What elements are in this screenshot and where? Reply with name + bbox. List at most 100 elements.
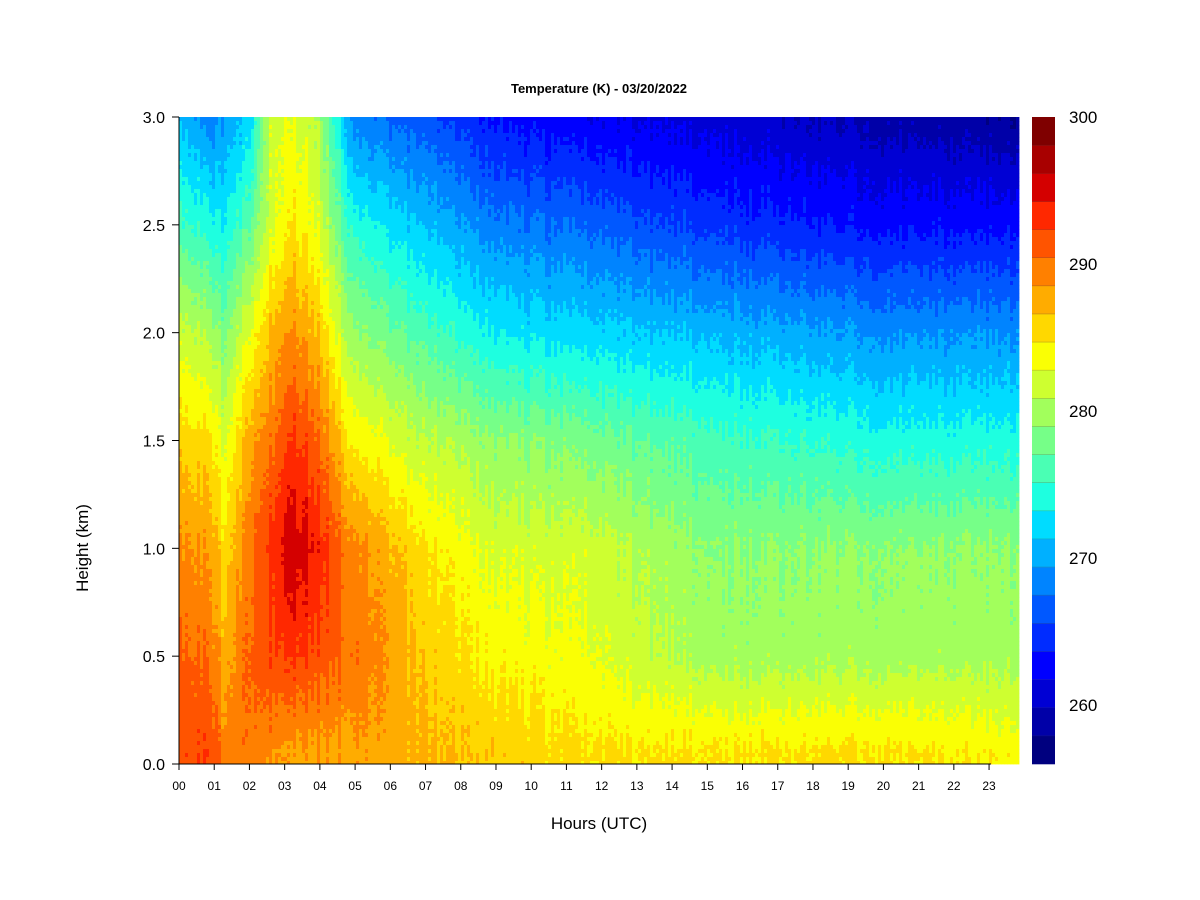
heatmap-cell xyxy=(215,757,218,761)
heatmap-cell xyxy=(188,737,191,741)
heatmap-cell xyxy=(236,117,239,121)
heatmap-cell xyxy=(191,121,194,125)
heatmap-cell xyxy=(206,741,209,745)
heatmap-cell xyxy=(233,441,236,445)
heatmap-cell xyxy=(218,505,221,509)
heatmap-cell xyxy=(215,413,218,417)
heatmap-cell xyxy=(224,629,227,633)
heatmap-cell xyxy=(239,581,242,585)
heatmap-cell xyxy=(209,521,212,525)
heatmap-cell xyxy=(209,193,212,197)
heatmap-cell xyxy=(209,181,212,185)
heatmap-cell xyxy=(215,617,218,621)
heatmap-cell xyxy=(185,601,188,605)
heatmap-cell xyxy=(236,733,239,737)
heatmap-cell xyxy=(194,397,197,401)
heatmap-cell xyxy=(203,713,206,717)
heatmap-cell xyxy=(218,321,221,325)
heatmap-cell xyxy=(185,609,188,613)
heatmap-cell xyxy=(185,249,188,253)
heatmap-cell xyxy=(227,153,230,157)
heatmap-cell xyxy=(182,709,185,713)
heatmap-cell xyxy=(221,373,224,377)
heatmap-cell xyxy=(215,137,218,141)
heatmap-cell xyxy=(194,213,197,217)
heatmap-cell xyxy=(242,133,245,137)
heatmap-cell xyxy=(212,193,215,197)
heatmap-cell xyxy=(209,257,212,261)
heatmap-cell xyxy=(227,169,230,173)
heatmap-cell xyxy=(236,181,239,185)
heatmap-cell xyxy=(188,349,191,353)
heatmap-cell xyxy=(212,129,215,133)
heatmap-cell xyxy=(212,225,215,229)
heatmap-cell xyxy=(206,729,209,733)
heatmap-cell xyxy=(182,721,185,725)
heatmap-cell xyxy=(191,661,194,665)
heatmap-cell xyxy=(218,305,221,309)
heatmap-cell xyxy=(221,125,224,129)
heatmap-cell xyxy=(182,625,185,629)
heatmap-cell xyxy=(227,361,230,365)
heatmap-cell xyxy=(227,413,230,417)
heatmap-cell xyxy=(242,605,245,609)
heatmap-cell xyxy=(218,461,221,465)
heatmap-cell xyxy=(239,265,242,269)
heatmap-cell xyxy=(215,245,218,249)
heatmap-cell xyxy=(233,177,236,181)
heatmap-cell xyxy=(221,629,224,633)
heatmap-cell xyxy=(212,241,215,245)
heatmap-cell xyxy=(221,181,224,185)
heatmap-cell xyxy=(191,657,194,661)
heatmap-cell xyxy=(224,129,227,133)
heatmap-cell xyxy=(218,241,221,245)
heatmap-cell xyxy=(197,625,200,629)
heatmap-cell xyxy=(185,669,188,673)
heatmap-cell xyxy=(230,565,233,569)
heatmap-cell xyxy=(218,733,221,737)
heatmap-cell xyxy=(200,457,203,461)
heatmap-cell xyxy=(188,673,191,677)
heatmap-cell xyxy=(194,633,197,637)
heatmap-cell xyxy=(242,265,245,269)
heatmap-cell xyxy=(194,689,197,693)
heatmap-cell xyxy=(185,553,188,557)
heatmap-cell xyxy=(209,297,212,301)
heatmap-cell xyxy=(197,649,200,653)
heatmap-cell xyxy=(215,385,218,389)
heatmap-cell xyxy=(203,661,206,665)
heatmap-cell xyxy=(239,733,242,737)
heatmap-cell xyxy=(230,277,233,281)
heatmap-cell xyxy=(182,161,185,165)
heatmap-cell xyxy=(242,417,245,421)
heatmap-cell xyxy=(242,161,245,165)
heatmap-cell xyxy=(239,221,242,225)
heatmap-cell xyxy=(194,233,197,237)
heatmap-cell xyxy=(179,245,182,249)
heatmap-cell xyxy=(188,193,191,197)
heatmap-cell xyxy=(206,437,209,441)
heatmap-cell xyxy=(230,421,233,425)
heatmap-cell xyxy=(182,305,185,309)
heatmap-cell xyxy=(197,637,200,641)
heatmap-cell xyxy=(182,153,185,157)
heatmap-cell xyxy=(206,537,209,541)
heatmap-cell xyxy=(215,177,218,181)
heatmap-cell xyxy=(212,349,215,353)
heatmap-cell xyxy=(233,641,236,645)
heatmap-cell xyxy=(224,465,227,469)
heatmap-cell xyxy=(206,649,209,653)
heatmap-cell xyxy=(224,173,227,177)
heatmap-cell xyxy=(224,585,227,589)
heatmap-cell xyxy=(179,689,182,693)
heatmap-cell xyxy=(185,309,188,313)
heatmap-cell xyxy=(203,341,206,345)
heatmap-cell xyxy=(233,201,236,205)
heatmap-cell xyxy=(194,145,197,149)
heatmap-cell xyxy=(227,121,230,125)
heatmap-cell xyxy=(206,373,209,377)
heatmap-cell xyxy=(236,413,239,417)
heatmap-cell xyxy=(200,397,203,401)
heatmap-cell xyxy=(185,497,188,501)
heatmap-cell xyxy=(236,689,239,693)
